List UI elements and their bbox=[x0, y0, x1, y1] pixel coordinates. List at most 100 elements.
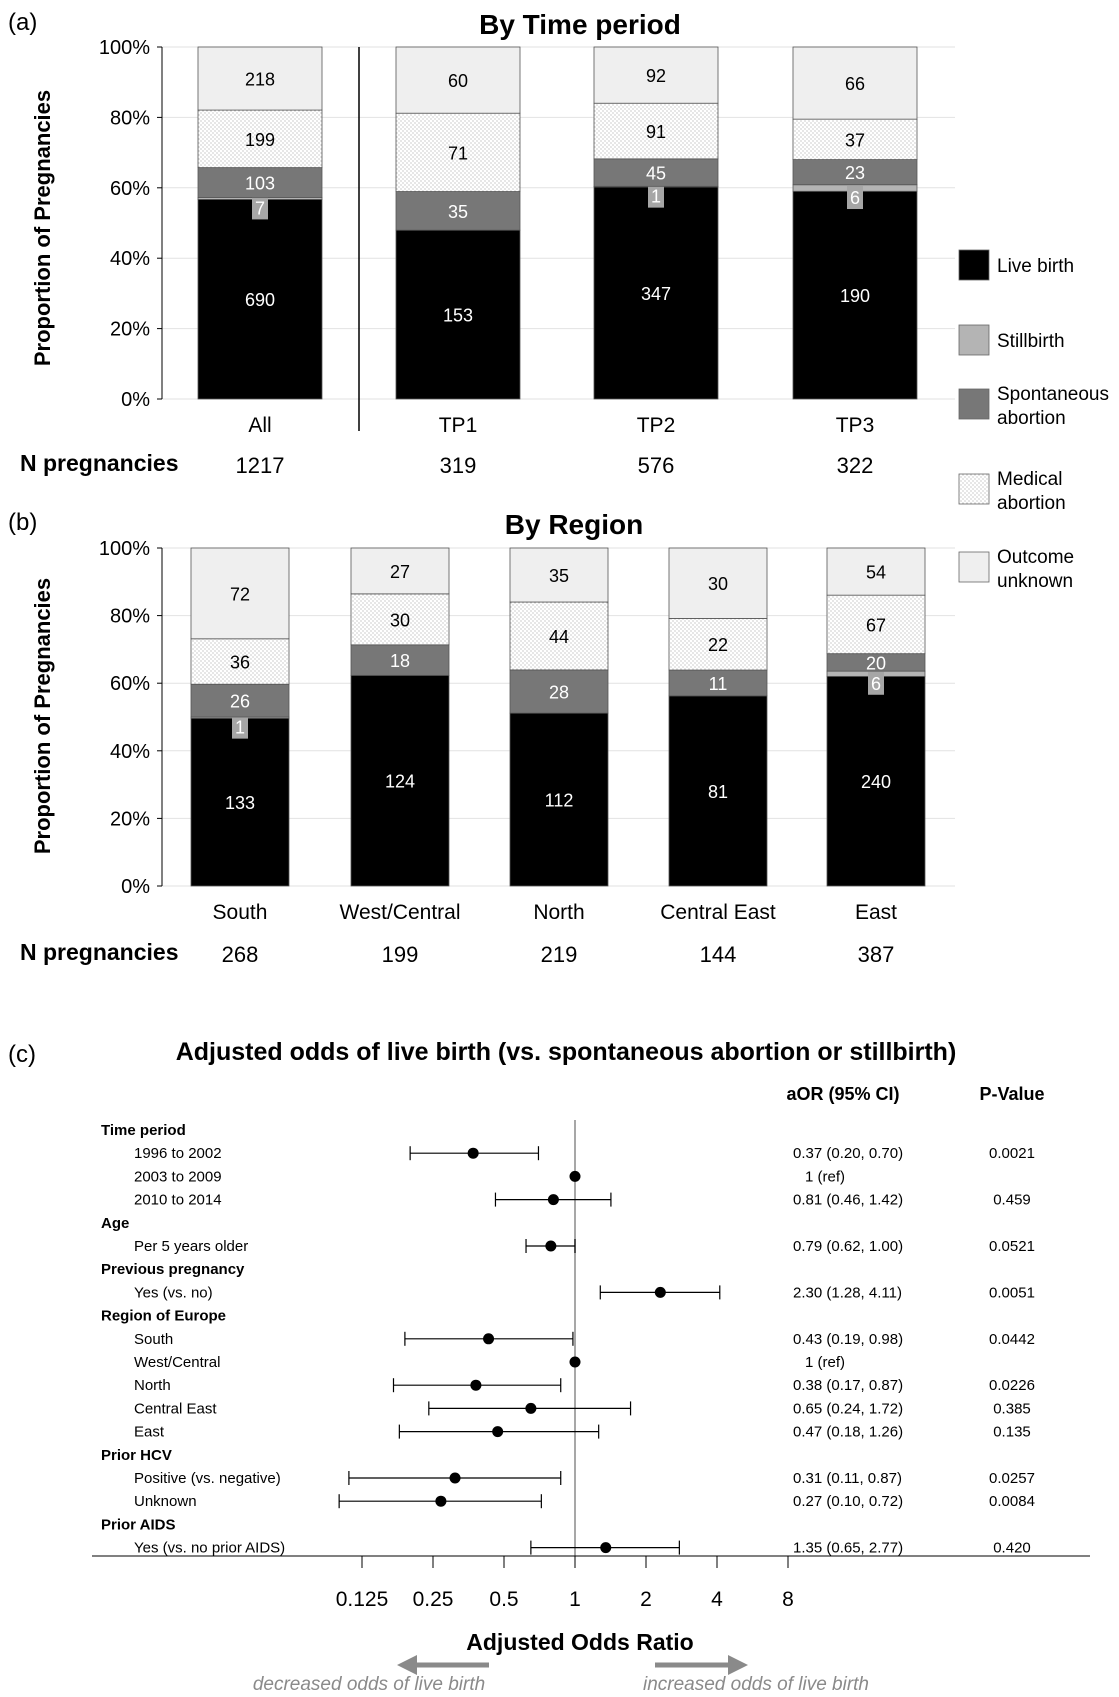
estimate-point bbox=[470, 1379, 482, 1391]
panel-a-chart: 0%20%40%60%80%100%6907103199218All121715… bbox=[99, 37, 955, 478]
bar-value-label: 30 bbox=[390, 610, 410, 630]
p-value: 0.135 bbox=[993, 1424, 1031, 1441]
bar-segment bbox=[668, 618, 768, 671]
bar-segment bbox=[826, 547, 926, 596]
bar-segment bbox=[668, 695, 768, 887]
n-pregnancies-value: 219 bbox=[541, 942, 578, 967]
row-header-label: Age bbox=[101, 1215, 129, 1232]
stillbirth-label-box bbox=[847, 186, 863, 210]
bar-value-label: 36 bbox=[230, 653, 250, 673]
aor-value: 0.31 (0.11, 0.87) bbox=[793, 1470, 902, 1487]
bar-segment bbox=[395, 112, 521, 192]
bar-segment bbox=[197, 46, 323, 111]
bar-value-label: 240 bbox=[861, 772, 891, 792]
bar-segment bbox=[350, 674, 450, 887]
bar-segment bbox=[668, 547, 768, 619]
bar-value-label: 11 bbox=[709, 674, 728, 694]
x-tick-label: 4 bbox=[711, 1588, 723, 1611]
bar-value-label: 153 bbox=[443, 306, 473, 326]
aor-value: 0.27 (0.10, 0.72) bbox=[793, 1493, 903, 1510]
panel-a-ylabel: Proportion of Pregnancies bbox=[30, 90, 55, 366]
bar-value-label: 92 bbox=[646, 66, 666, 86]
x-tick-label: 1 bbox=[569, 1588, 581, 1611]
panel-c-forest: 0.125 0.25 0.5 1 2 4 8 Time period 1996 to 2002 0… bbox=[92, 1120, 1090, 1611]
bar-segment bbox=[190, 717, 290, 887]
y-tick-label: 20% bbox=[110, 319, 150, 341]
x-tick-label: 0.125 bbox=[336, 1588, 389, 1611]
bar-value-label: 103 bbox=[245, 174, 275, 194]
n-pregnancies-value: 199 bbox=[382, 942, 419, 967]
p-value: 0.0051 bbox=[989, 1284, 1035, 1301]
aor-column-header: aOR (95% CI) bbox=[786, 1084, 899, 1104]
y-tick-label: 0% bbox=[121, 876, 150, 898]
category-label: TP1 bbox=[439, 414, 478, 437]
bar-value-label: 23 bbox=[845, 163, 865, 183]
p-value: 0.0021 bbox=[989, 1145, 1035, 1162]
panel-b-label: (b) bbox=[8, 509, 37, 536]
aor-value: 0.37 (0.20, 0.70) bbox=[793, 1145, 903, 1162]
bar-value-label: 60 bbox=[448, 71, 468, 91]
aor-value: 0.65 (0.24, 1.72) bbox=[793, 1400, 903, 1417]
bar-value-label: 28 bbox=[549, 683, 569, 703]
row-label: Yes (vs. no) bbox=[134, 1284, 213, 1301]
legend-swatch bbox=[958, 324, 990, 356]
bar-segment bbox=[197, 109, 323, 169]
bar-segment bbox=[190, 683, 290, 718]
aor-value: 0.43 (0.19, 0.98) bbox=[793, 1331, 903, 1348]
aor-value: 0.79 (0.62, 1.00) bbox=[793, 1238, 903, 1255]
p-value: 0.459 bbox=[993, 1192, 1031, 1209]
bar-value-label: 7 bbox=[255, 198, 265, 218]
row-label: West/Central bbox=[134, 1354, 220, 1371]
panel-b-n-label: N pregnancies bbox=[20, 939, 179, 965]
row-label: Positive (vs. negative) bbox=[134, 1470, 281, 1487]
arrow-right-head bbox=[728, 1655, 748, 1675]
stillbirth-label-box bbox=[252, 196, 268, 220]
bar-segment bbox=[826, 675, 926, 887]
bar-value-label: 133 bbox=[225, 793, 255, 813]
bar-segment bbox=[190, 547, 290, 640]
bar-segment bbox=[509, 669, 609, 714]
row-label: Yes (vs. no prior AIDS) bbox=[134, 1540, 285, 1557]
row-label: North bbox=[134, 1377, 171, 1394]
x-tick-label: 8 bbox=[782, 1588, 794, 1611]
pvalue-column-header: P-Value bbox=[979, 1084, 1044, 1104]
n-pregnancies-value: 576 bbox=[638, 453, 675, 478]
aor-value: 0.47 (0.18, 1.26) bbox=[793, 1424, 903, 1441]
bar-segment bbox=[190, 638, 290, 685]
arrow-left-head bbox=[397, 1655, 417, 1675]
bar-value-label: 199 bbox=[245, 130, 275, 150]
bar-value-label: 1 bbox=[235, 718, 245, 738]
bar-value-label: 37 bbox=[845, 130, 865, 150]
legend-label: Stillbirth bbox=[997, 331, 1065, 352]
legend-label: abortion bbox=[997, 408, 1066, 429]
n-pregnancies-value: 322 bbox=[837, 453, 874, 478]
bar-segment bbox=[509, 712, 609, 887]
arrow-right-label: increased odds of live birth bbox=[643, 1674, 869, 1695]
n-pregnancies-value: 144 bbox=[700, 942, 737, 967]
y-tick-label: 80% bbox=[110, 606, 150, 628]
bar-segment bbox=[826, 594, 926, 655]
x-tick-label: 2 bbox=[640, 1588, 652, 1611]
aor-value: 0.38 (0.17, 0.87) bbox=[793, 1377, 903, 1394]
p-value: 0.420 bbox=[993, 1540, 1031, 1557]
bar-value-label: 54 bbox=[866, 563, 886, 583]
estimate-point bbox=[483, 1333, 495, 1345]
bar-value-label: 190 bbox=[840, 286, 870, 306]
bar-value-label: 30 bbox=[708, 574, 728, 594]
estimate-point bbox=[449, 1472, 461, 1484]
stillbirth-label-box bbox=[868, 671, 884, 695]
arrow-left-label: decreased odds of live birth bbox=[253, 1674, 485, 1695]
bar-value-label: 81 bbox=[708, 782, 728, 802]
bar-value-label: 1 bbox=[651, 187, 661, 207]
y-tick-label: 40% bbox=[110, 741, 150, 763]
x-tick-label: 0.5 bbox=[489, 1588, 518, 1611]
row-label: 1996 to 2002 bbox=[134, 1145, 222, 1162]
category-label: North bbox=[533, 901, 584, 924]
category-label: TP2 bbox=[637, 414, 676, 437]
category-label: East bbox=[855, 901, 897, 924]
forest-xlabel: Adjusted Odds Ratio bbox=[466, 1629, 693, 1655]
p-value: 0.0521 bbox=[989, 1238, 1035, 1255]
estimate-point bbox=[525, 1402, 537, 1414]
bar-value-label: 218 bbox=[245, 70, 275, 90]
row-label: Central East bbox=[134, 1400, 217, 1417]
